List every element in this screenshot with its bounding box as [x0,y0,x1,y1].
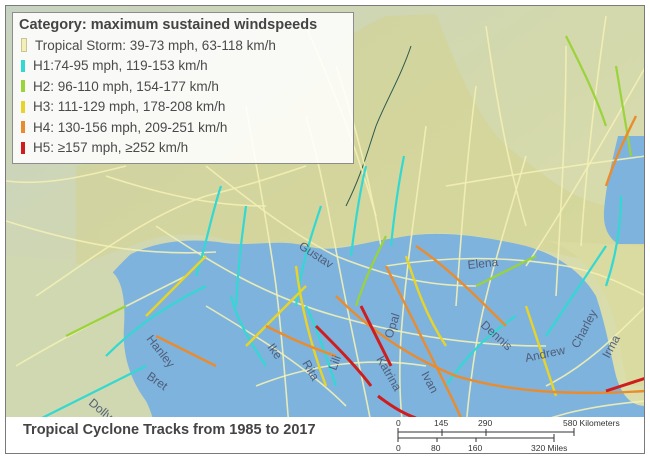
map-frame: Gustav Elena Opal Dennis Andrew Charley … [5,5,645,454]
h3-tracks [145,255,558,397]
legend-swatch [21,100,25,113]
bottom-band [6,417,644,453]
legend-item-h1: H1:74-95 mph, 119-153 km/h [19,56,347,77]
legend-swatch [21,38,27,53]
gulf-of-mexico [6,233,644,453]
mexico-land [6,256,166,453]
legend-swatch [21,80,25,93]
legend-item-h5: H5: ≥157 mph, ≥252 km/h [19,138,347,159]
h2-tracks [65,35,633,337]
legend-swatch [21,141,25,154]
legend-swatch [21,121,25,134]
h5-tracks [314,305,644,420]
legend-swatch [21,59,25,72]
legend-label: H4: 130-156 mph, 209-251 km/h [33,119,228,135]
storm-label-lili: Lili [326,353,344,372]
legend-item-h3: H3: 111-129 mph, 178-208 km/h [19,97,347,118]
florida-peninsula [546,241,644,386]
h1-tracks [25,155,623,427]
legend-title: Category: maximum sustained windspeeds [19,17,318,33]
legend-item-h4: H4: 130-156 mph, 209-251 km/h [19,117,347,138]
map-title: Tropical Cyclone Tracks from 1985 to 201… [23,422,316,438]
legend-item-h2: H2: 96-110 mph, 154-177 km/h [19,76,347,97]
legend-label: Tropical Storm: 39-73 mph, 63-118 km/h [35,37,276,53]
legend: Category: maximum sustained windspeeds T… [12,12,354,164]
land-region [76,14,644,268]
storm-label-elena: Elena [467,255,499,272]
river [345,45,412,207]
legend-label: H3: 111-129 mph, 178-208 km/h [33,99,226,115]
legend-label: H1:74-95 mph, 119-153 km/h [33,58,208,74]
legend-label: H5: ≥157 mph, ≥252 km/h [33,140,189,156]
legend-item-tropical-storm: Tropical Storm: 39-73 mph, 63-118 km/h [19,35,347,56]
legend-label: H2: 96-110 mph, 154-177 km/h [33,78,219,94]
